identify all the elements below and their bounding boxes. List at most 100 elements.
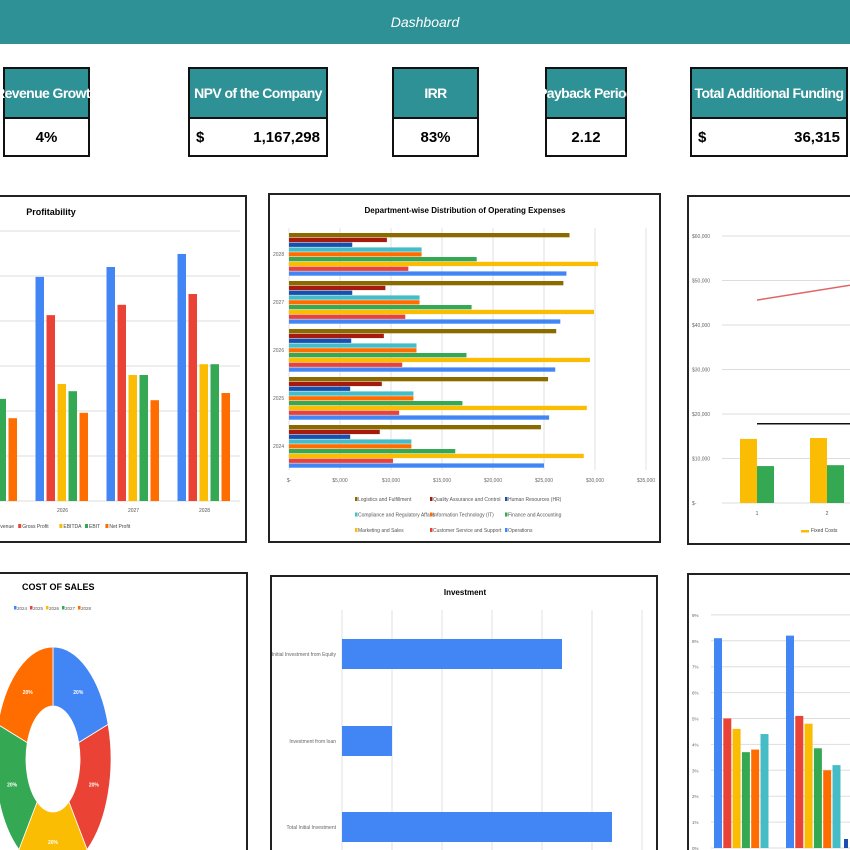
- currency-symbol: $: [698, 128, 707, 146]
- bar: [810, 438, 827, 503]
- bar: [714, 638, 722, 848]
- bar: [289, 386, 351, 391]
- x-tick-label: $35,000: [637, 478, 655, 484]
- x-tick-label: $15,000: [433, 478, 451, 484]
- kpi-label: NPV of the Company: [188, 67, 328, 119]
- y-tick-label: 5%: [692, 717, 699, 722]
- bar: [289, 285, 386, 291]
- bar: [289, 237, 387, 243]
- bar: [289, 261, 599, 267]
- ratios-chart: 0% 1% 2% 3% 4% 5% 6% 7% 8% 9%: [687, 573, 850, 850]
- bar: [289, 439, 412, 444]
- x-tick-label: $25,000: [535, 478, 553, 484]
- x-tick-label: $10,000: [382, 478, 400, 484]
- y-tick-label: 2%: [692, 794, 699, 799]
- bar: [804, 723, 813, 848]
- x-tick-label: 1: [756, 511, 759, 517]
- y-tick-label: 0%: [692, 846, 699, 850]
- bar: [289, 449, 456, 454]
- legend-label: Logistics and Fulfillment: [358, 497, 412, 503]
- y-tick-label: 2026: [273, 348, 284, 354]
- legend-label: 2026: [49, 606, 60, 611]
- legend-label: Marketing and Sales: [358, 528, 404, 534]
- bar: [844, 839, 848, 848]
- legend-label: Finance and Accounting: [508, 513, 562, 519]
- kpi-revenue-growth: Revenue Growth 4%: [0, 67, 99, 157]
- legend-label: EBIT: [89, 524, 100, 530]
- bar: [289, 266, 409, 271]
- legend-swatch: [85, 524, 88, 528]
- y-tick-label: 8%: [692, 639, 699, 644]
- legend-label: Operations: [508, 528, 533, 534]
- kpi-npv: NPV of the Company $1,167,298: [188, 67, 328, 157]
- legend-swatch: [46, 606, 49, 610]
- legend-swatch: [105, 524, 109, 528]
- legend-label: Revenue: [0, 524, 14, 530]
- bar: [117, 304, 126, 501]
- bar: [210, 364, 219, 501]
- x-tick-label: $-: [287, 478, 292, 484]
- bar: [177, 253, 186, 501]
- bar: [795, 715, 804, 848]
- legend-label: EBITDA: [63, 524, 82, 530]
- bar: [289, 329, 557, 334]
- bar: [289, 281, 564, 286]
- legend-label: 2025: [33, 606, 44, 611]
- bar: [289, 425, 541, 430]
- y-tick-label: 1%: [692, 820, 699, 825]
- dashboard-header: Dashboard: [0, 0, 850, 44]
- legend-swatch: [355, 512, 358, 517]
- bar: [289, 333, 384, 339]
- bar: [35, 276, 44, 501]
- series-line: [756, 284, 850, 301]
- legend-label: Compliance and Regulatory Affairs: [358, 513, 435, 519]
- bar: [751, 749, 760, 848]
- legend-swatch: [505, 497, 508, 501]
- y-tick-label: 6%: [692, 691, 699, 696]
- bar: [342, 812, 612, 842]
- bar: [289, 247, 422, 252]
- costs-chart: $- $10,000 $20,000 $30,000 $40,000 $50,000 $60…: [687, 195, 850, 545]
- bar: [68, 391, 77, 501]
- y-tick-label: Total Initial Investment: [287, 825, 337, 831]
- investment-chart: Investment Initial Investment from Equity…: [270, 575, 658, 850]
- donut-slice: [0, 725, 38, 850]
- legend-swatch: [59, 524, 63, 528]
- kpi-label: Revenue Growth: [0, 67, 99, 119]
- currency-symbol: $: [196, 128, 205, 146]
- bar: [757, 466, 774, 503]
- bar: [57, 384, 66, 501]
- chart-title: Department-wise Distribution of Operatin…: [365, 206, 566, 215]
- bar: [199, 364, 208, 501]
- y-tick-label: 7%: [692, 665, 699, 670]
- legend-swatch: [430, 512, 433, 517]
- bar: [740, 438, 757, 503]
- bar: [289, 343, 417, 348]
- bar: [289, 357, 590, 363]
- y-tick-label: $-: [692, 501, 697, 507]
- bar: [289, 353, 467, 358]
- x-tick-label: 2027: [128, 508, 139, 514]
- x-tick-label: $5,000: [332, 478, 348, 484]
- bar: [289, 429, 380, 435]
- donut-slice: [0, 646, 54, 744]
- legend-swatch: [355, 497, 358, 501]
- bar: [289, 405, 587, 411]
- legend-label: Fixed Costs: [811, 528, 838, 534]
- bar: [8, 418, 17, 501]
- legend-swatch: [62, 606, 65, 610]
- legend-swatch: [18, 524, 22, 528]
- opex-chart: Department-wise Distribution of Operatin…: [268, 193, 661, 543]
- legend-swatch: [430, 497, 433, 501]
- y-tick-label: Initial Investment from Equity: [272, 652, 336, 658]
- bar: [289, 362, 403, 367]
- bar: [289, 396, 414, 401]
- bar: [289, 257, 477, 262]
- legend-label: Net Profit: [109, 524, 130, 530]
- legend-label: 2024: [17, 606, 28, 611]
- data-label: 20%: [7, 783, 18, 789]
- chart-title: Profitability: [26, 207, 76, 217]
- bar: [289, 377, 549, 382]
- y-tick-label: 2027: [273, 300, 284, 306]
- bar: [289, 458, 394, 463]
